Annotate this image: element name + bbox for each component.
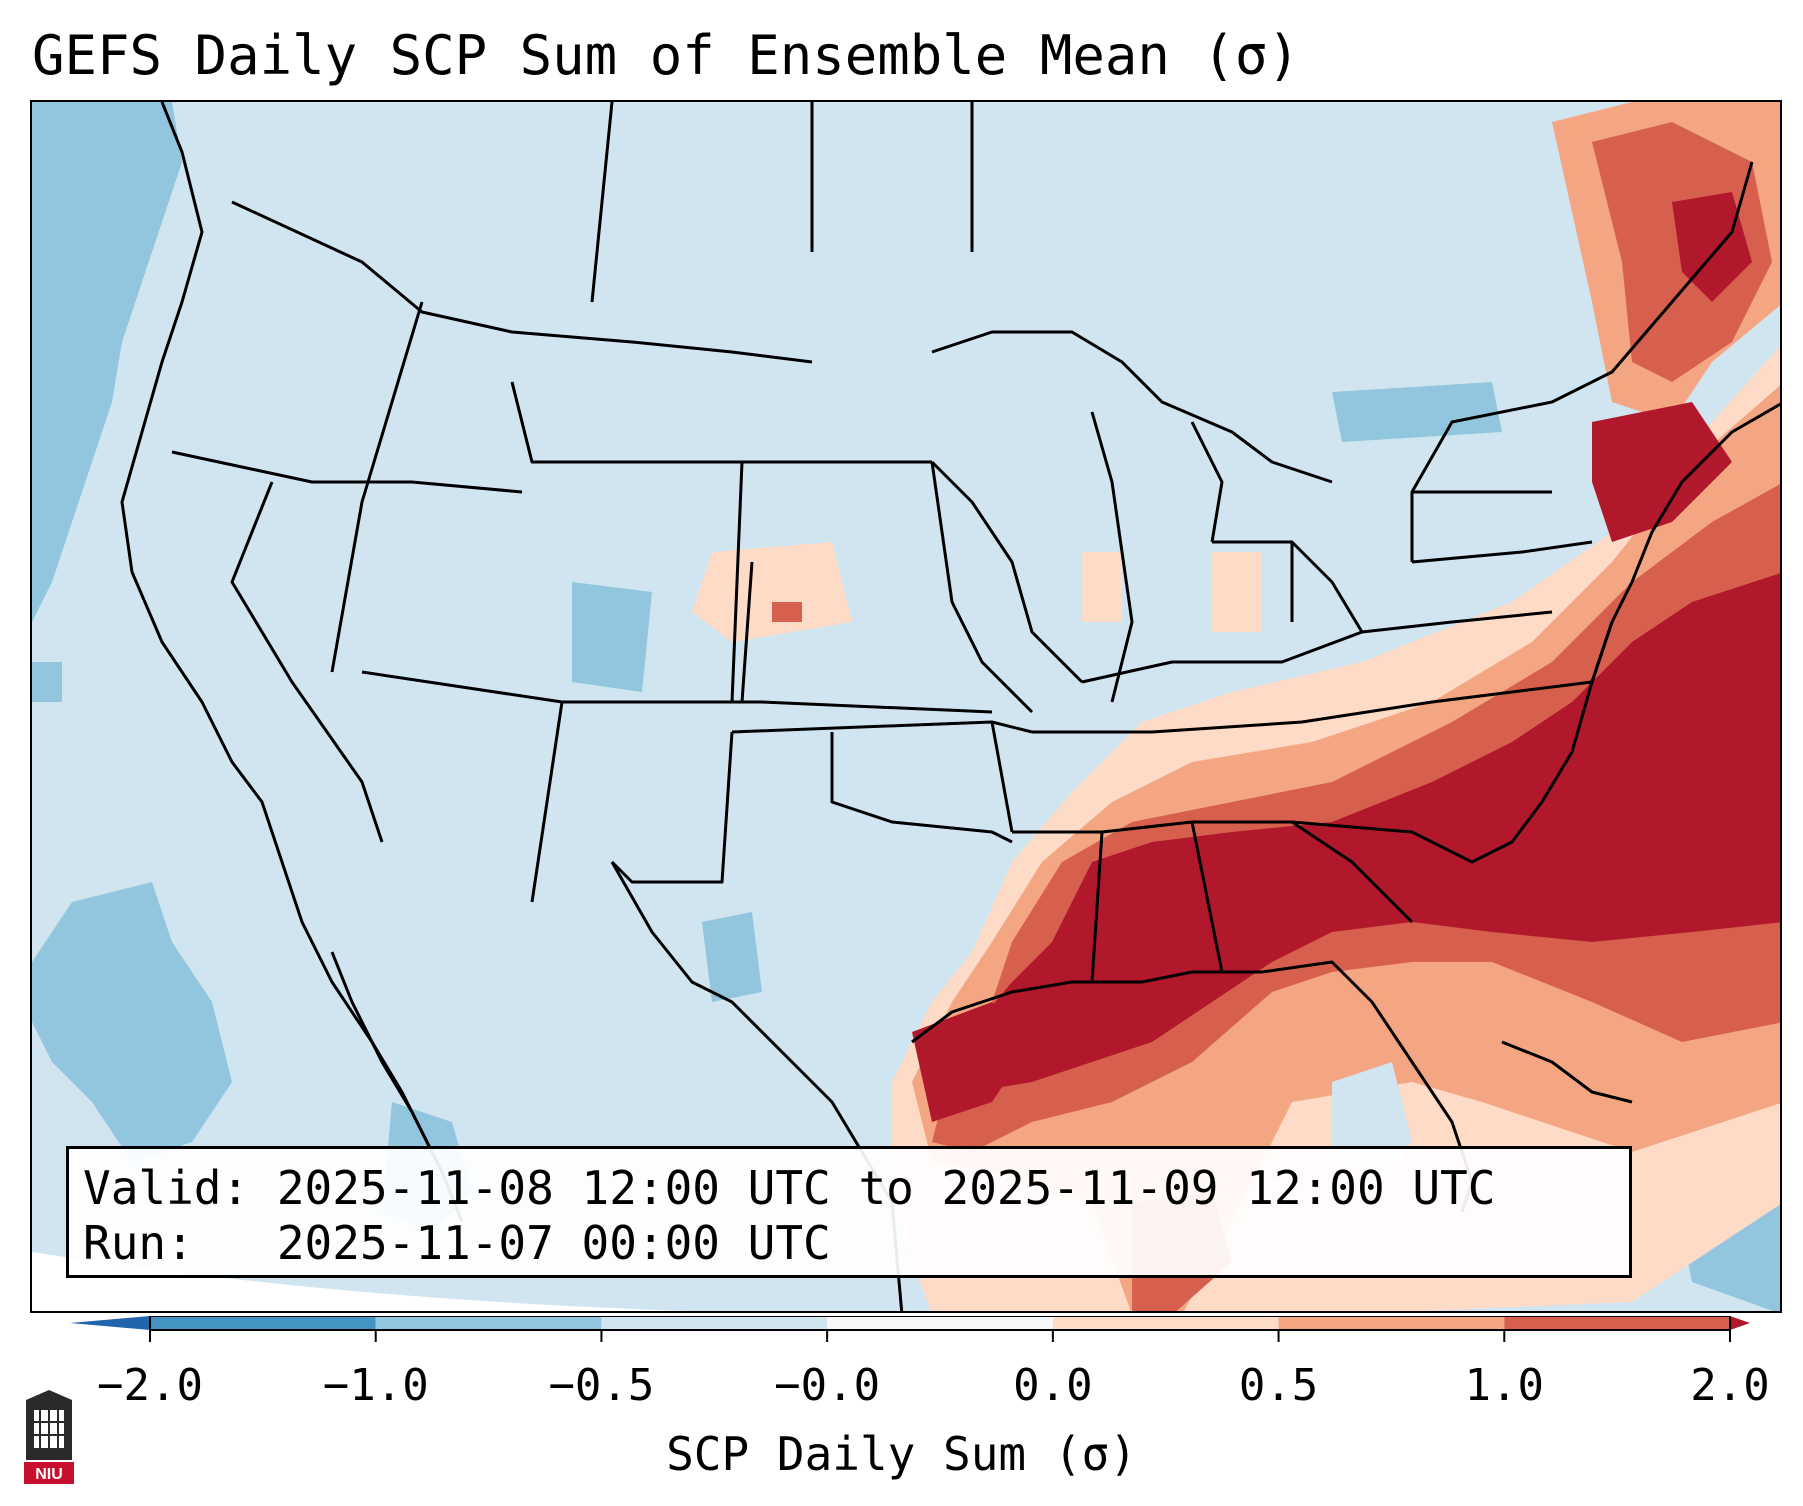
colorbar-segment <box>1278 1316 1505 1330</box>
colorbar-extend-high <box>1730 1316 1750 1330</box>
run-time-line: Run: 2025-11-07 00:00 UTC <box>83 1216 831 1270</box>
colorbar-extend-low <box>70 1316 150 1330</box>
kansas-positive-patch <box>692 542 852 642</box>
colorbar <box>70 1316 1750 1342</box>
colorbar-label: SCP Daily Sum (σ) <box>666 1427 1137 1481</box>
great-lakes-border <box>931 330 1333 484</box>
university-seal-icon: NIU <box>24 1390 74 1484</box>
colorbar-tick-label: 2.0 <box>1690 1360 1770 1411</box>
colorbar-segment <box>601 1316 828 1330</box>
gulf-coastline <box>911 960 1474 1213</box>
colorbar-tick-label: −0.5 <box>548 1360 655 1411</box>
colorbar-tick-label: 1.0 <box>1464 1360 1545 1411</box>
atlantic-coastline <box>1590 402 1780 683</box>
colorbar-tick-label: 0.5 <box>1238 1360 1319 1411</box>
boundaries <box>120 102 1780 1311</box>
colorbar-tick-label: −2.0 <box>97 1360 203 1411</box>
map-panel[interactable] <box>30 100 1782 1313</box>
pacific-coastline <box>120 102 434 1153</box>
colorbar-outline <box>149 1316 1731 1331</box>
colorbar-segment <box>375 1316 602 1330</box>
colorbar-segment <box>150 1316 376 1330</box>
colorbar-tick-label: 0.0 <box>1013 1360 1093 1411</box>
southeast-positive-region-max <box>962 573 1780 1092</box>
projection-edge <box>32 1252 687 1311</box>
colorbar-segment <box>1504 1316 1730 1330</box>
logo-text: NIU <box>35 1466 63 1483</box>
validity-info-box: Valid: 2025-11-08 12:00 UTC to 2025-11-0… <box>66 1146 1632 1278</box>
scp-field-map <box>32 102 1780 1311</box>
valid-time-line: Valid: 2025-11-08 12:00 UTC to 2025-11-0… <box>83 1161 1496 1215</box>
eastern-pacific-negative-region <box>32 882 232 1162</box>
colorado-negative-patch <box>572 582 652 692</box>
colorbar-tick-label: −1.0 <box>322 1360 429 1411</box>
pacific-negative-region <box>32 102 182 622</box>
colorbar-segment <box>827 1316 1053 1330</box>
colorbar-tick-label: −0.0 <box>774 1360 881 1411</box>
texas-negative-patch <box>702 912 762 1002</box>
colorbar-segment <box>1052 1316 1279 1330</box>
lake-ontario-negative-patch <box>1332 382 1502 442</box>
map-title: GEFS Daily SCP Sum of Ensemble Mean (σ) <box>32 24 1300 87</box>
